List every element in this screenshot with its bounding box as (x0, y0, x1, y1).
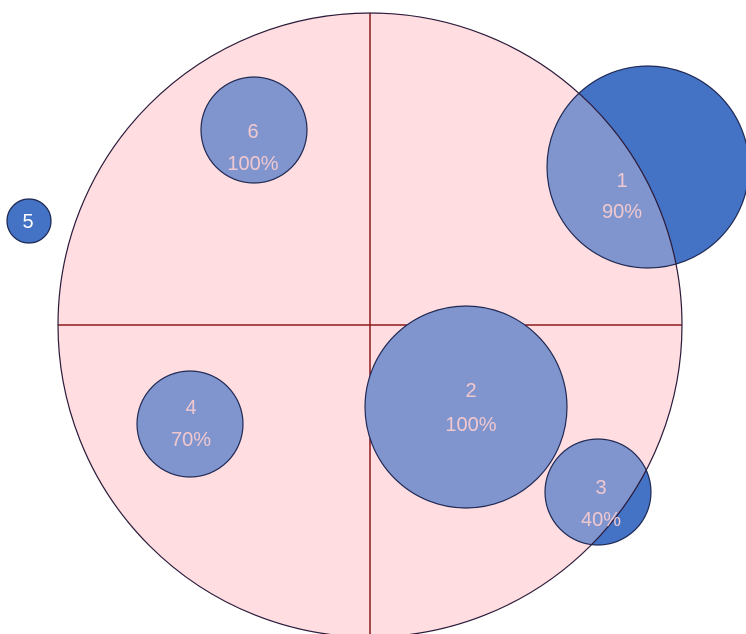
bubble-1-circle[interactable] (547, 66, 746, 268)
bubble-2-circle[interactable] (365, 306, 567, 508)
bubble-2-percent: 100% (445, 414, 496, 436)
bubble-1-percent: 90% (602, 201, 642, 223)
bubble-5-circle[interactable] (7, 199, 51, 243)
bubble-6-number: 6 (247, 121, 258, 143)
bubble-4-tint (137, 371, 243, 477)
bubble-4-percent: 70% (171, 429, 211, 451)
main-circle-outline (57, 12, 683, 634)
bubble-1-outline (546, 65, 746, 269)
bubble-6-tint (201, 77, 307, 183)
bubble-2-outline (364, 305, 568, 509)
bubble-1[interactable]: 1 90% (602, 170, 642, 223)
bubble-4-outline (136, 370, 244, 478)
bubble-5[interactable]: 5 (22, 211, 33, 233)
bubble-2-number: 2 (465, 380, 476, 402)
bubble-2[interactable]: 2 100% (445, 380, 496, 436)
bubble-1-number: 1 (616, 170, 627, 192)
bubble-3-circle[interactable] (545, 439, 651, 545)
bubble-6[interactable]: 6 100% (227, 121, 278, 175)
bubble-4-circle[interactable] (137, 371, 243, 477)
bubble-2-tint (365, 306, 567, 508)
bubble-6-outline (200, 76, 308, 184)
bubble-3-percent: 40% (581, 509, 621, 531)
bubble-4-number: 4 (185, 397, 196, 419)
bubble-5-outline (6, 198, 52, 244)
bubble-6-circle[interactable] (201, 77, 307, 183)
bubble-4[interactable]: 4 70% (171, 397, 211, 451)
bubble-5-number: 5 (22, 211, 33, 233)
bubble-3-number: 3 (595, 477, 606, 499)
bubble-3[interactable]: 3 40% (581, 477, 621, 531)
bubble-6-percent: 100% (227, 153, 278, 175)
bubble-3-outline (544, 438, 652, 546)
